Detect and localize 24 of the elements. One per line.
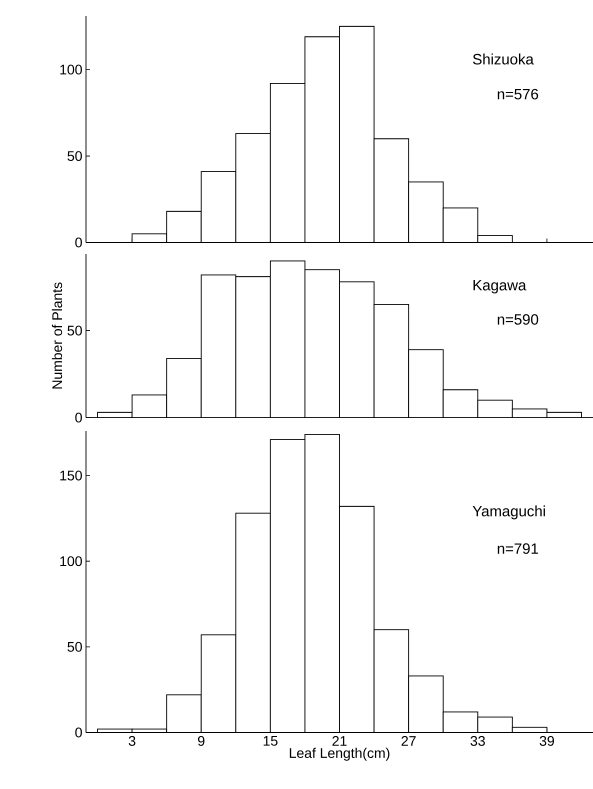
x-tick-label: 9 — [198, 736, 204, 746]
x-tick-label: 27 — [402, 736, 416, 746]
y-axis-title: Number of Plants — [52, 282, 62, 389]
y-tick-label: 0 — [75, 728, 82, 738]
x-axis-title: Leaf Length(cm) — [290, 748, 390, 761]
annotation: n=590 — [498, 314, 538, 325]
annotation: n=576 — [498, 88, 538, 100]
x-tick-label: 15 — [264, 736, 278, 746]
x-tick-label: 21 — [332, 736, 347, 746]
x-tick-label: 3 — [128, 736, 136, 746]
y-tick-label: 50 — [68, 642, 82, 652]
annotation: Kagawa — [474, 280, 526, 294]
annotation: n=791 — [498, 543, 538, 554]
y-tick-label: 150 — [60, 470, 82, 480]
annotation: Shizuoka — [472, 54, 534, 65]
annotation: Yamaguchi — [472, 505, 545, 520]
y-tick-label: 0 — [75, 412, 82, 423]
y-tick-label: 100 — [60, 556, 82, 566]
y-tick-label: 50 — [68, 326, 82, 336]
y-tick-label: 0 — [75, 238, 82, 248]
y-tick-label: 50 — [68, 151, 82, 161]
x-tick-label: 39 — [540, 736, 554, 746]
x-tick-label: 33 — [470, 736, 485, 746]
y-tick-label: 100 — [60, 64, 82, 75]
